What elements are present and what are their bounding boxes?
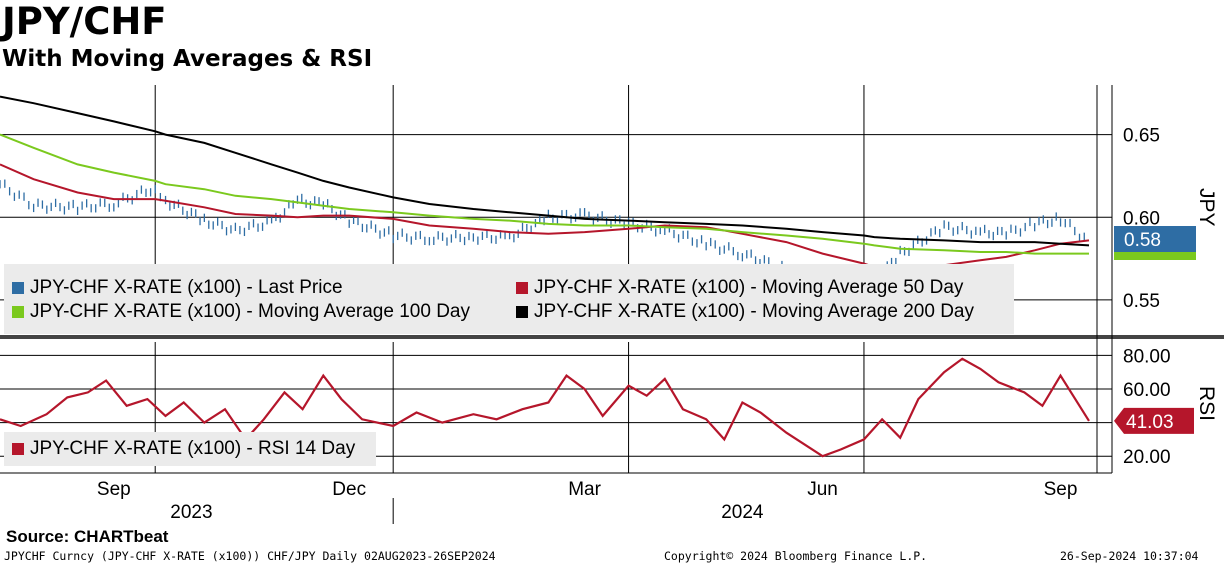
x-month-label: Mar [568, 479, 601, 500]
price-last-value-tag [1114, 226, 1196, 252]
x-month-label: Dec [332, 479, 366, 500]
legend-item-ma200: JPY-CHF X-RATE (x100) - Moving Average 2… [516, 300, 974, 323]
rsi-tick-label: 80.00 [1123, 346, 1171, 367]
legend-label-rsi: JPY-CHF X-RATE (x100) - RSI 14 Day [30, 438, 356, 459]
rsi-line [0, 357, 1090, 458]
ma100-last-value-tag [1114, 252, 1196, 260]
ma100-line [0, 133, 1089, 255]
legend-swatch-last-price [12, 282, 24, 294]
legend-swatch-ma200 [516, 306, 528, 318]
legend-label-ma200: JPY-CHF X-RATE (x100) - Moving Average 2… [534, 301, 974, 322]
legend-item-ma100: JPY-CHF X-RATE (x100) - Moving Average 1… [12, 300, 470, 323]
price-tick-label: 0.65 [1123, 126, 1160, 147]
legend-item-rsi: JPY-CHF X-RATE (x100) - RSI 14 Day [12, 437, 355, 460]
footer-copyright: Copyright© 2024 Bloomberg Finance L.P. [664, 549, 928, 563]
rsi-tick-label: 20.00 [1123, 447, 1171, 468]
chart-title: JPY/CHF [2, 0, 167, 43]
rsi-series-group [0, 357, 1090, 458]
gridlines [0, 85, 1112, 473]
rsi-last-value-tag [1114, 407, 1194, 434]
x-month-label: Sep [97, 479, 131, 500]
price-tick-label: 0.60 [1123, 208, 1160, 229]
legend-swatch-rsi [12, 443, 24, 455]
legend-label-last-price: JPY-CHF X-RATE (x100) - Last Price [30, 277, 343, 298]
x-month-label: Sep [1044, 479, 1078, 500]
ma200-line [0, 95, 1090, 247]
source-note: Source: CHARTbeat [6, 527, 169, 546]
legend-item-last-price: JPY-CHF X-RATE (x100) - Last Price [12, 276, 343, 299]
x-year-label: 2024 [721, 502, 764, 523]
rsi-axis-title: RSI [1195, 386, 1218, 421]
chart-subtitle: With Moving Averages & RSI [2, 46, 373, 72]
rsi-tick-label: 60.00 [1123, 380, 1171, 401]
rsi-last-value-text: 41.03 [1126, 412, 1174, 433]
legend-label-ma100: JPY-CHF X-RATE (x100) - Moving Average 1… [30, 301, 470, 322]
footer-timestamp: 26-Sep-2024 10:37:04 [1060, 549, 1199, 563]
axis-labels-group: 0.55 0.60 0.65 20.00 60.00 80.00 JPY RSI 0.58 41.… [97, 126, 1218, 524]
panel-separator [0, 335, 1224, 339]
price-series-group [0, 95, 1090, 296]
price-tick-label: 0.55 [1123, 291, 1160, 312]
legend-label-ma50: JPY-CHF X-RATE (x100) - Moving Average 5… [534, 277, 964, 298]
legend-swatch-ma50 [516, 282, 528, 294]
price-legend: JPY-CHF X-RATE (x100) - Last Price JPY-C… [4, 264, 1014, 334]
legend-swatch-ma100 [12, 306, 24, 318]
x-month-label: Jun [807, 479, 838, 500]
x-year-label: 2023 [170, 502, 212, 523]
footer-ticker-info: JPYCHF Curncy (JPY-CHF X-RATE (x100)) CH… [4, 549, 496, 563]
axes-group [0, 85, 1224, 474]
legend-item-ma50: JPY-CHF X-RATE (x100) - Moving Average 5… [516, 276, 963, 299]
price-axis-title: JPY [1195, 188, 1218, 227]
price-last-value-text: 0.58 [1124, 230, 1161, 251]
rsi-legend: JPY-CHF X-RATE (x100) - RSI 14 Day [4, 432, 376, 466]
